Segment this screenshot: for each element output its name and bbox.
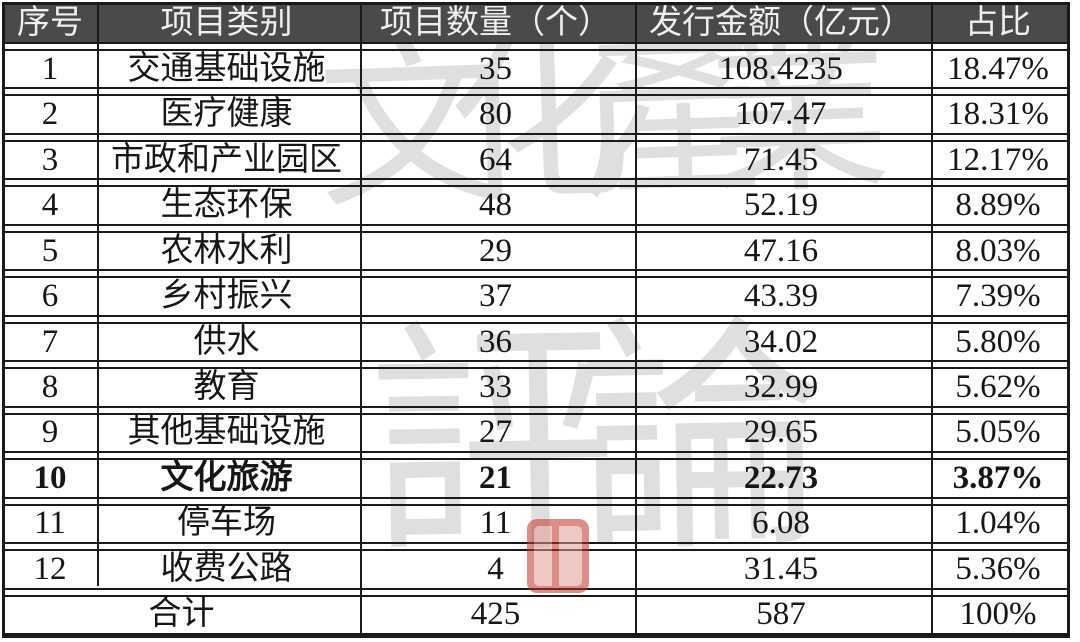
count-cell: 36: [479, 323, 512, 360]
table-row: 2 医疗健康 80 107.47 18.31%: [5, 94, 1067, 135]
table-header-row: 序号 项目类别 项目数量（个） 发行金额（亿元） 占比: [5, 5, 1067, 44]
amount-cell: 29.65: [743, 414, 819, 451]
count-cell: 64: [479, 141, 512, 178]
table-row: 8 教育 33 32.99 5.62%: [5, 367, 1067, 408]
count-cell: 80: [479, 96, 512, 133]
table-row: 1 交通基础设施 35 108.4235 18.47%: [5, 49, 1067, 90]
total-amount-cell: 587: [756, 596, 806, 633]
col-header-count: 项目数量（个）: [380, 5, 611, 41]
row-index-cell: 2: [41, 96, 59, 133]
amount-cell: 31.45: [743, 551, 819, 587]
category-cell: 农林水利: [160, 232, 293, 269]
share-cell: 8.89%: [955, 187, 1041, 224]
amount-cell: 108.4235: [719, 51, 843, 87]
amount-cell: 43.39: [743, 278, 819, 315]
red-seal-stamp-icon: [527, 519, 589, 593]
column-divider: [97, 5, 99, 586]
category-cell: 教育: [193, 369, 260, 406]
category-cell: 文化旅游: [160, 460, 293, 496]
category-cell: 供水: [193, 323, 260, 360]
table-row: 4 生态环保 48 52.19 8.89%: [5, 185, 1067, 226]
row-index-cell: 4: [41, 187, 59, 224]
amount-cell: 107.47: [735, 96, 827, 133]
total-label-cell: 合计: [148, 596, 215, 633]
category-cell: 交通基础设施: [127, 51, 326, 87]
share-cell: 12.17%: [947, 141, 1049, 178]
col-header-amount: 发行金额（亿元）: [649, 5, 913, 41]
row-index-cell: 6: [41, 278, 59, 315]
row-index-cell: 9: [41, 414, 59, 451]
table-row: 6 乡村振兴 37 43.39 7.39%: [5, 276, 1067, 317]
table-row: 5 农林水利 29 47.16 8.03%: [5, 230, 1067, 272]
share-cell: 5.80%: [955, 323, 1041, 360]
bond-projects-table: 序号 项目类别 项目数量（个） 发行金额（亿元） 占比 1 交通基础设施 35 …: [2, 2, 1070, 638]
category-cell: 其他基础设施: [127, 414, 326, 451]
share-cell: 3.87%: [952, 460, 1044, 496]
count-cell: 37: [479, 278, 512, 315]
row-index-cell: 12: [33, 551, 67, 587]
share-cell: 5.62%: [955, 369, 1041, 406]
column-divider: [360, 5, 362, 635]
count-cell: 27: [479, 414, 512, 451]
row-index-cell: 10: [33, 460, 67, 496]
category-cell: 停车场: [177, 505, 276, 542]
amount-cell: 6.08: [752, 505, 810, 542]
category-cell: 医疗健康: [160, 96, 293, 133]
total-share-cell: 100%: [959, 596, 1037, 633]
share-cell: 5.36%: [955, 551, 1041, 587]
amount-cell: 22.73: [743, 460, 819, 496]
row-index-cell: 11: [34, 505, 66, 542]
count-cell: 21: [479, 460, 512, 496]
row-index-cell: 1: [41, 51, 59, 87]
amount-cell: 34.02: [743, 323, 819, 360]
col-header-share: 占比: [965, 5, 1031, 41]
share-cell: 1.04%: [955, 505, 1041, 542]
row-index-cell: 3: [41, 141, 59, 178]
amount-cell: 71.45: [743, 141, 819, 178]
table-row-emphasized: 10 文化旅游 21 22.73 3.87%: [5, 458, 1067, 499]
count-cell: 33: [479, 369, 512, 406]
table-row: 9 其他基础设施 27 29.65 5.05%: [5, 412, 1067, 454]
amount-cell: 52.19: [743, 187, 819, 224]
share-cell: 18.47%: [947, 51, 1049, 87]
count-cell: 11: [479, 505, 512, 542]
table-row: 7 供水 36 34.02 5.80%: [5, 321, 1067, 363]
row-index-cell: 7: [41, 323, 59, 360]
seal-glyphs: [534, 526, 582, 586]
row-index-cell: 5: [41, 232, 59, 269]
row-index-cell: 8: [41, 369, 59, 406]
share-cell: 5.05%: [955, 414, 1041, 451]
count-cell: 29: [479, 232, 512, 269]
col-header-serial: 序号: [17, 5, 83, 41]
category-cell: 市政和产业园区: [111, 141, 342, 178]
col-header-category: 项目类别: [160, 5, 293, 41]
table-row: 3 市政和产业园区 64 71.45 12.17%: [5, 139, 1067, 181]
total-count-cell: 425: [470, 596, 521, 633]
count-cell: 48: [479, 187, 512, 224]
column-divider: [931, 5, 933, 635]
table-row: 11 停车场 11 6.08 1.04%: [5, 503, 1067, 545]
category-cell: 生态环保: [160, 187, 293, 224]
category-cell: 收费公路: [160, 551, 293, 587]
amount-cell: 32.99: [743, 369, 819, 406]
amount-cell: 47.16: [743, 232, 819, 269]
count-cell: 4: [487, 551, 504, 587]
share-cell: 7.39%: [955, 278, 1041, 315]
count-cell: 35: [479, 51, 512, 87]
column-divider: [635, 5, 637, 635]
category-cell: 乡村振兴: [160, 278, 293, 315]
share-cell: 8.03%: [955, 232, 1041, 269]
table-total-row: 合计 425 587 100%: [5, 594, 1067, 636]
share-cell: 18.31%: [947, 96, 1049, 133]
